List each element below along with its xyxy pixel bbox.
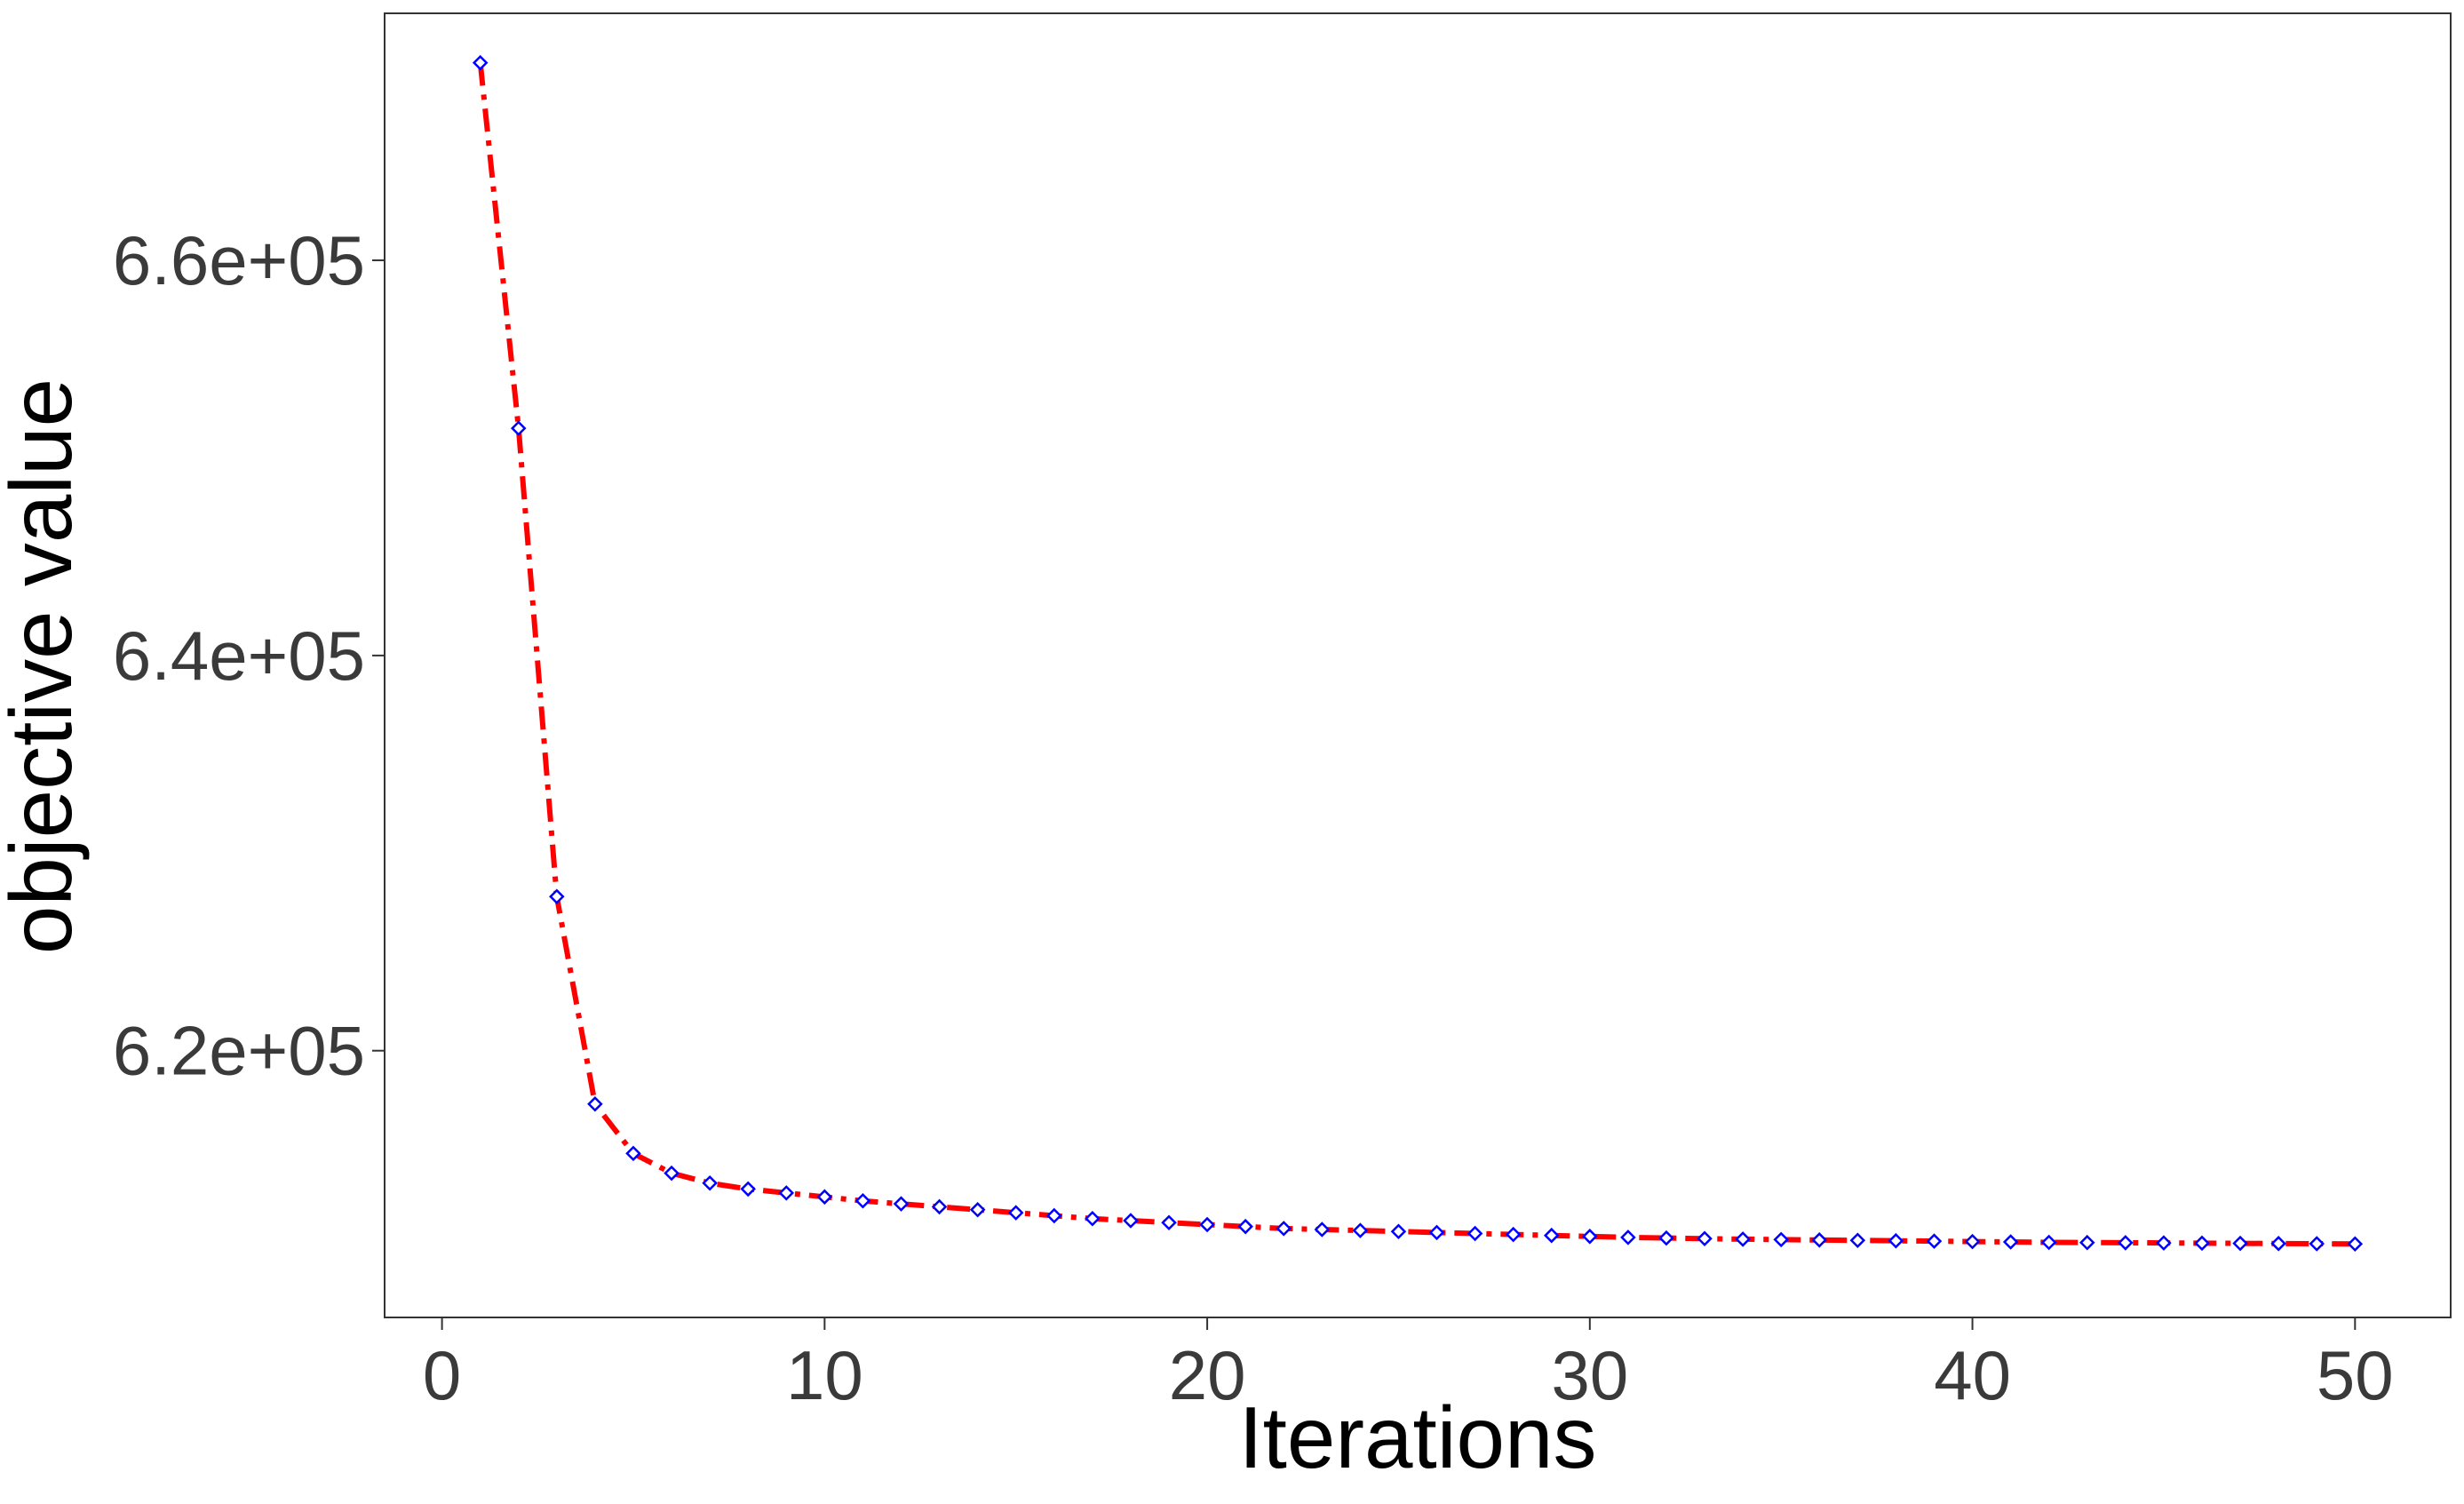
- data-point-marker: [664, 1165, 680, 1182]
- objective-series-points: [472, 54, 2364, 1253]
- data-point-marker: [587, 1096, 603, 1112]
- data-point-marker: [1046, 1207, 1062, 1224]
- y-axis-title: objective value: [0, 378, 90, 954]
- data-point-marker: [2232, 1235, 2248, 1252]
- data-point-marker: [1658, 1229, 1674, 1246]
- data-point-marker: [510, 420, 527, 436]
- data-point-marker: [893, 1196, 910, 1212]
- x-tick-label: 0: [423, 1336, 461, 1414]
- data-point-marker: [740, 1181, 756, 1198]
- data-point-marker: [1390, 1223, 1407, 1240]
- data-point-marker: [969, 1202, 986, 1218]
- data-point-marker: [2079, 1234, 2095, 1251]
- data-point-marker: [625, 1145, 641, 1162]
- data-point-marker: [1314, 1222, 1331, 1237]
- data-point-marker: [778, 1185, 795, 1201]
- x-tick-label: 40: [1934, 1336, 2011, 1414]
- data-point-marker: [1428, 1224, 1445, 1241]
- x-tick-label: 30: [1551, 1336, 1628, 1414]
- data-point-marker: [1811, 1232, 1828, 1248]
- data-point-marker: [1582, 1229, 1598, 1245]
- data-point-marker: [1926, 1233, 1943, 1249]
- data-point-marker: [2040, 1234, 2057, 1251]
- data-point-marker: [1505, 1226, 1522, 1243]
- x-tick-label: 20: [1169, 1336, 1246, 1414]
- data-point-marker: [816, 1189, 833, 1206]
- data-point-marker: [1007, 1205, 1024, 1221]
- data-point-marker: [1123, 1213, 1139, 1229]
- data-point-marker: [1161, 1214, 1177, 1231]
- data-point-marker: [854, 1193, 871, 1209]
- data-point-marker: [2194, 1235, 2210, 1252]
- data-point-marker: [1543, 1227, 1560, 1244]
- x-axis: 0 10 20 30 40 50: [423, 1317, 2394, 1414]
- data-point-marker: [1237, 1218, 1253, 1235]
- plot-panel: [384, 12, 2452, 1318]
- data-point-marker: [702, 1174, 718, 1191]
- data-point-marker: [1352, 1222, 1369, 1238]
- data-point-marker: [931, 1198, 948, 1215]
- data-point-marker: [2002, 1234, 2019, 1250]
- y-tick-label: 6.6e+05: [113, 221, 365, 299]
- x-tick-label: 50: [2317, 1336, 2394, 1414]
- data-point-marker: [1773, 1231, 1789, 1248]
- data-point-marker: [1085, 1211, 1101, 1227]
- data-point-marker: [2309, 1236, 2325, 1252]
- data-point-marker: [2347, 1236, 2364, 1253]
- data-point-marker: [1697, 1230, 1713, 1247]
- data-point-marker: [1620, 1229, 1636, 1245]
- data-point-marker: [2118, 1235, 2134, 1251]
- data-point-marker: [2270, 1236, 2286, 1252]
- data-point-marker: [472, 54, 489, 71]
- data-point-marker: [549, 888, 565, 905]
- y-tick-label: 6.2e+05: [113, 1012, 365, 1090]
- y-axis: 6.2e+05 6.4e+05 6.6e+05: [113, 221, 385, 1090]
- data-point-marker: [1964, 1233, 1981, 1250]
- data-point-marker: [1888, 1232, 1904, 1249]
- data-point-marker: [1199, 1216, 1215, 1233]
- data-point-marker: [1735, 1231, 1751, 1247]
- data-point-marker: [1466, 1225, 1483, 1242]
- data-point-marker: [1276, 1221, 1292, 1237]
- x-tick-label: 10: [786, 1336, 863, 1414]
- data-point-marker: [2156, 1235, 2172, 1251]
- y-tick-label: 6.4e+05: [113, 617, 365, 695]
- x-axis-title: Iterations: [1238, 1389, 1596, 1486]
- data-point-marker: [1849, 1232, 1866, 1249]
